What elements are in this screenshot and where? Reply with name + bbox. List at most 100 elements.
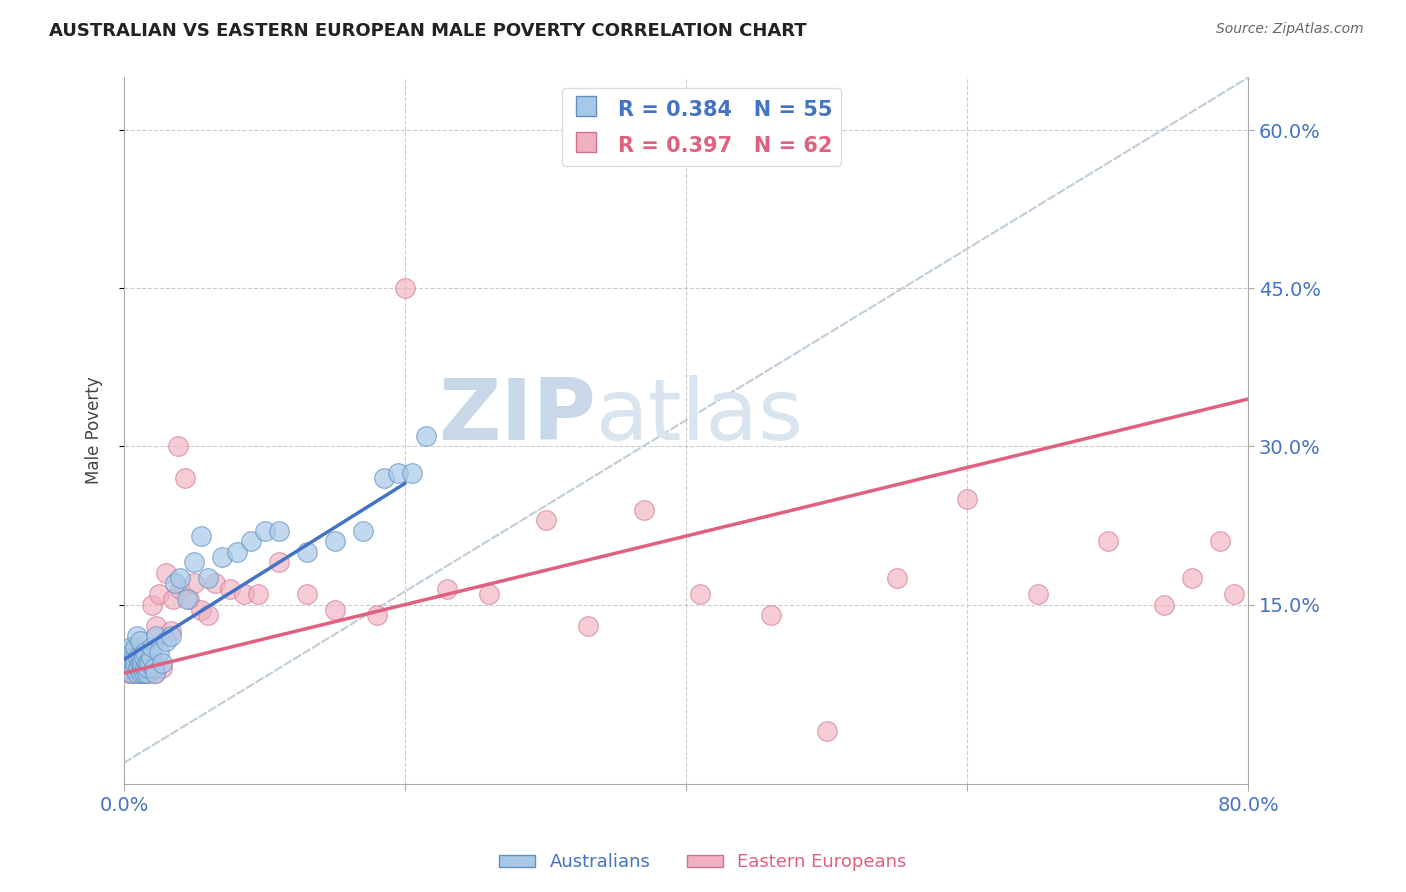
Point bbox=[132, 661, 155, 675]
Y-axis label: Male Poverty: Male Poverty bbox=[86, 376, 103, 484]
Point bbox=[148, 587, 170, 601]
Point bbox=[121, 656, 143, 670]
Point bbox=[534, 513, 557, 527]
Point bbox=[267, 524, 290, 538]
Point bbox=[124, 666, 146, 681]
Point bbox=[225, 545, 247, 559]
Point bbox=[134, 645, 156, 659]
Point bbox=[159, 624, 181, 638]
Point bbox=[169, 571, 191, 585]
Point bbox=[131, 650, 153, 665]
Point bbox=[120, 640, 142, 654]
Point bbox=[128, 666, 150, 681]
Point bbox=[122, 661, 145, 675]
Point bbox=[1097, 534, 1119, 549]
Point bbox=[134, 661, 156, 675]
Point bbox=[197, 571, 219, 585]
Point bbox=[129, 656, 152, 670]
Point bbox=[134, 666, 156, 681]
Point bbox=[150, 656, 173, 670]
Point bbox=[323, 603, 346, 617]
Point bbox=[128, 656, 150, 670]
Point bbox=[204, 576, 226, 591]
Point bbox=[1223, 587, 1246, 601]
Point bbox=[131, 661, 153, 675]
Point bbox=[162, 592, 184, 607]
Point bbox=[1026, 587, 1049, 601]
Point bbox=[295, 545, 318, 559]
Point bbox=[121, 645, 143, 659]
Point bbox=[127, 650, 149, 665]
Point bbox=[122, 661, 145, 675]
Text: Source: ZipAtlas.com: Source: ZipAtlas.com bbox=[1216, 22, 1364, 37]
Point bbox=[295, 587, 318, 601]
Point bbox=[197, 608, 219, 623]
Text: ZIP: ZIP bbox=[439, 375, 596, 458]
Point bbox=[478, 587, 501, 601]
Point bbox=[118, 661, 141, 675]
Point bbox=[143, 666, 166, 681]
Point bbox=[176, 592, 198, 607]
Point bbox=[190, 603, 212, 617]
Point bbox=[145, 618, 167, 632]
Point bbox=[124, 656, 146, 670]
Point bbox=[759, 608, 782, 623]
Point bbox=[132, 666, 155, 681]
Point bbox=[135, 656, 157, 670]
Point bbox=[267, 555, 290, 569]
Point bbox=[436, 582, 458, 596]
Point bbox=[323, 534, 346, 549]
Point bbox=[155, 566, 177, 580]
Point bbox=[121, 666, 143, 681]
Point bbox=[183, 555, 205, 569]
Legend: R = 0.384   N = 55, R = 0.397   N = 62: R = 0.384 N = 55, R = 0.397 N = 62 bbox=[562, 87, 841, 166]
Point bbox=[155, 634, 177, 648]
Point bbox=[394, 281, 416, 295]
Point bbox=[173, 471, 195, 485]
Point bbox=[138, 666, 160, 681]
Point bbox=[415, 429, 437, 443]
Point bbox=[121, 650, 143, 665]
Point bbox=[127, 650, 149, 665]
Point bbox=[132, 650, 155, 665]
Point bbox=[177, 592, 200, 607]
Point bbox=[886, 571, 908, 585]
Point bbox=[148, 645, 170, 659]
Point bbox=[239, 534, 262, 549]
Point bbox=[232, 587, 254, 601]
Text: atlas: atlas bbox=[596, 375, 804, 458]
Point bbox=[125, 629, 148, 643]
Point bbox=[159, 629, 181, 643]
Point bbox=[125, 656, 148, 670]
Point bbox=[139, 650, 162, 665]
Point bbox=[124, 640, 146, 654]
Point bbox=[401, 466, 423, 480]
Point bbox=[253, 524, 276, 538]
Point bbox=[1181, 571, 1204, 585]
Point bbox=[143, 666, 166, 681]
Point bbox=[366, 608, 388, 623]
Point bbox=[127, 661, 149, 675]
Point bbox=[1153, 598, 1175, 612]
Point bbox=[956, 492, 979, 507]
Point bbox=[136, 656, 159, 670]
Point bbox=[131, 656, 153, 670]
Point bbox=[169, 582, 191, 596]
Point bbox=[139, 650, 162, 665]
Point bbox=[127, 661, 149, 675]
Point bbox=[815, 724, 838, 739]
Point bbox=[136, 661, 159, 675]
Point bbox=[150, 661, 173, 675]
Point bbox=[129, 650, 152, 665]
Text: AUSTRALIAN VS EASTERN EUROPEAN MALE POVERTY CORRELATION CHART: AUSTRALIAN VS EASTERN EUROPEAN MALE POVE… bbox=[49, 22, 807, 40]
Point bbox=[183, 576, 205, 591]
Point bbox=[387, 466, 409, 480]
Point bbox=[120, 656, 142, 670]
Point bbox=[117, 666, 139, 681]
Point bbox=[125, 666, 148, 681]
Point bbox=[218, 582, 240, 596]
Point bbox=[1209, 534, 1232, 549]
Point bbox=[141, 640, 163, 654]
Point bbox=[131, 666, 153, 681]
Point bbox=[190, 529, 212, 543]
